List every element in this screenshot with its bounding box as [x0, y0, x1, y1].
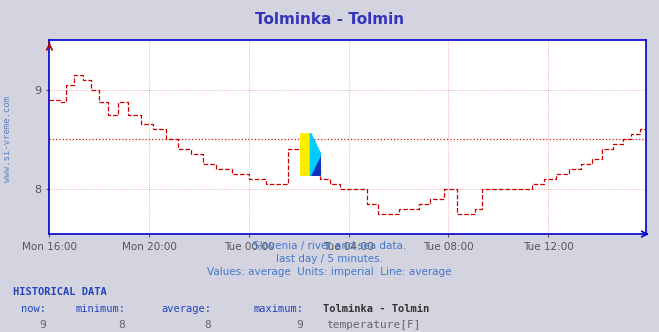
Text: 9: 9 — [40, 320, 46, 330]
Text: temperature[F]: temperature[F] — [326, 320, 420, 330]
Text: Values: average  Units: imperial  Line: average: Values: average Units: imperial Line: av… — [207, 267, 452, 277]
Text: HISTORICAL DATA: HISTORICAL DATA — [13, 287, 107, 297]
Text: maximum:: maximum: — [253, 304, 303, 314]
Text: Tolminka - Tolmin: Tolminka - Tolmin — [255, 12, 404, 27]
Text: Tolminka - Tolmin: Tolminka - Tolmin — [323, 304, 429, 314]
Text: Slovenia / river and sea data.: Slovenia / river and sea data. — [253, 241, 406, 251]
Polygon shape — [300, 133, 310, 176]
Polygon shape — [310, 154, 321, 176]
Text: last day / 5 minutes.: last day / 5 minutes. — [276, 254, 383, 264]
Text: minimum:: minimum: — [75, 304, 125, 314]
Text: 9: 9 — [297, 320, 303, 330]
Text: www.si-vreme.com: www.si-vreme.com — [3, 96, 13, 183]
Text: now:: now: — [21, 304, 46, 314]
Text: 8: 8 — [204, 320, 211, 330]
Polygon shape — [310, 133, 321, 176]
Text: average:: average: — [161, 304, 211, 314]
Text: 8: 8 — [119, 320, 125, 330]
